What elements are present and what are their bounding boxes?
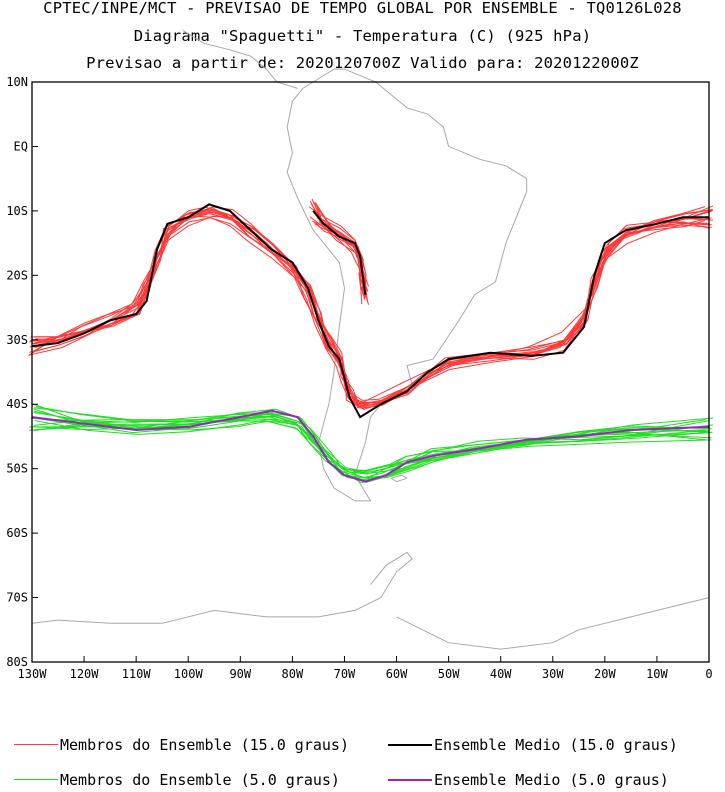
x-tick-label: 0 (705, 667, 712, 681)
coastline-map (31, 29, 710, 650)
legend-label-member5: Membros do Ensemble (5.0 graus) (60, 771, 340, 789)
member-line-member15-8 (29, 209, 712, 404)
chart-title-line3: Previsao a partir de: 2020120700Z Valido… (86, 54, 639, 72)
member-line-member5-8 (35, 406, 710, 479)
y-tick-label: 60S (6, 526, 28, 540)
falklands-coast (390, 474, 408, 483)
x-axis: 130W 120W 110W 100W 90W 80W 70W 60W 50W 40W 30W 20W… (18, 656, 713, 681)
y-tick-label: 50S (6, 462, 28, 476)
south-america-coast (286, 68, 528, 502)
legend-swatch-mean5 (388, 778, 432, 781)
x-tick-label: 80W (282, 667, 304, 681)
ensemble-mean-lines (31, 203, 710, 483)
legend-swatch-mean15 (388, 743, 432, 746)
x-tick-label: 110W (122, 667, 152, 681)
x-tick-label: 120W (70, 667, 100, 681)
member-line-member5-12 (33, 407, 708, 479)
x-tick-label: 100W (174, 667, 204, 681)
y-tick-label: EQ (14, 139, 28, 153)
central-america-coast (182, 29, 298, 89)
x-tick-label: 70W (334, 667, 356, 681)
x-tick-label: 130W (18, 667, 48, 681)
y-tick-label: 10N (6, 75, 28, 89)
legend-mean15: Ensemble Medio (15.0 graus) (388, 736, 678, 754)
x-tick-label: 50W (438, 667, 460, 681)
member-line-member5-14 (32, 412, 707, 479)
member-line-member15-13 (34, 205, 714, 404)
mean-line-15c-b (312, 210, 367, 295)
member-line-member5-7 (34, 418, 713, 475)
mean-line-5c (31, 409, 710, 483)
member-line-member15-11 (35, 213, 710, 409)
y-tick-label: 80S (6, 655, 28, 669)
plot-frame (31, 81, 710, 663)
chart-title-line2: Diagrama "Spaguetti" - Temperatura (C) (… (133, 27, 592, 45)
x-tick-label: 90W (229, 667, 251, 681)
legend-label-mean15: Ensemble Medio (15.0 graus) (434, 736, 678, 754)
member-line-member15-2 (35, 206, 709, 407)
legend-swatch-member5 (14, 779, 58, 780)
y-tick-label: 40S (6, 397, 28, 411)
legend-member5: Membros do Ensemble (5.0 graus) (14, 771, 340, 789)
x-tick-label: 10W (646, 667, 668, 681)
member-line-member15-6 (34, 208, 706, 409)
legend-swatch-member15 (14, 744, 58, 745)
y-tick-label: 70S (6, 591, 28, 605)
member-line-member15-15-b (316, 203, 362, 296)
legend-member15: Membros do Ensemble (15.0 graus) (14, 736, 349, 754)
chart-title-line1: CPTEC/INPE/MCT - PREVISAO DE TEMPO GLOBA… (43, 0, 682, 17)
x-tick-label: 40W (490, 667, 512, 681)
y-tick-label: 30S (6, 333, 28, 347)
x-tick-label: 20W (594, 667, 616, 681)
y-tick-label: 10S (6, 204, 28, 218)
mean-line-15c (31, 203, 709, 419)
member-lines-15c (28, 198, 714, 411)
legend-label-mean5: Ensemble Medio (5.0 graus) (434, 771, 669, 789)
antarctica-coast (31, 551, 413, 624)
legend-mean5: Ensemble Medio (5.0 graus) (388, 771, 669, 789)
antarctica-coast-east (396, 597, 710, 650)
legend-label-member15: Membros do Ensemble (15.0 graus) (60, 736, 349, 754)
y-axis: 10N EQ 10S 20S 30S 40S 50S 60S 70S 80S (6, 75, 38, 669)
x-tick-label: 30W (542, 667, 564, 681)
y-tick-label: 20S (6, 268, 28, 282)
x-tick-label: 60W (386, 667, 408, 681)
